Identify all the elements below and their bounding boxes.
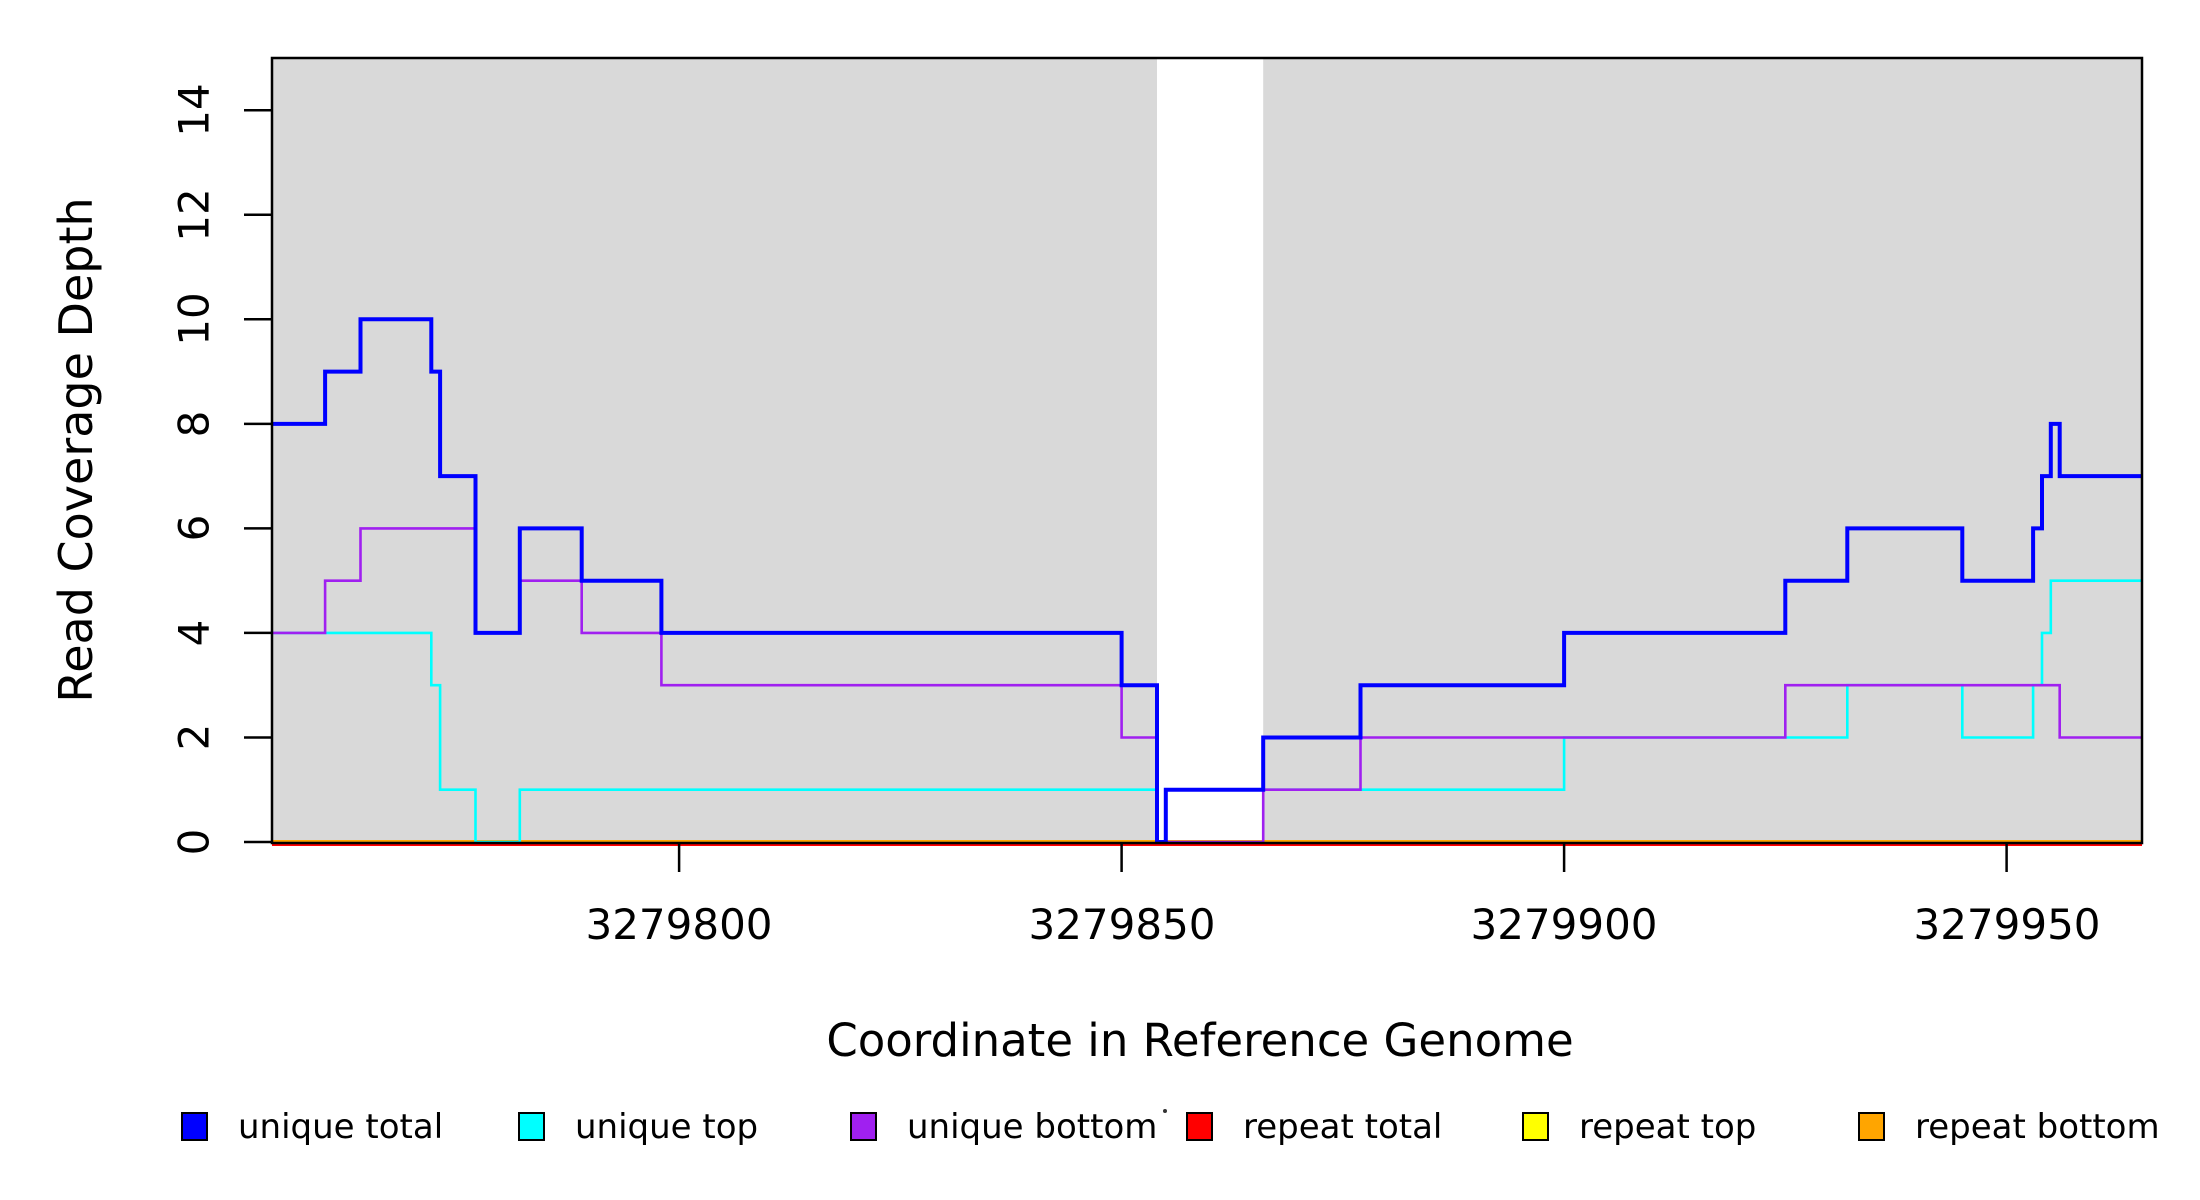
y-tick-label: 8 xyxy=(169,410,219,438)
x-axis-title: Coordinate in Reference Genome xyxy=(826,1014,1574,1067)
y-tick-label: 14 xyxy=(169,83,219,137)
region-shaded-left xyxy=(272,58,1157,843)
series-line-unique-bottom xyxy=(272,527,2142,844)
series-line-unique-total xyxy=(272,317,2142,844)
y-tick-label: 0 xyxy=(169,828,219,856)
x-tick-label: 3279850 xyxy=(1028,900,1216,949)
y-tick-label: 12 xyxy=(169,188,219,242)
x-tick-label: 3279950 xyxy=(1913,900,2101,949)
region-shaded-right xyxy=(1263,58,2142,843)
y-tick-label: 4 xyxy=(169,619,219,647)
y-tick-label: 6 xyxy=(169,514,219,542)
y-tick-label: 10 xyxy=(169,292,219,346)
region-white-gap xyxy=(1157,58,1264,843)
stray-dot-artifact xyxy=(1163,1109,1167,1113)
x-tick-label: 3279900 xyxy=(1470,900,1658,949)
y-axis-title: Read Coverage Depth xyxy=(49,197,103,703)
x-tick-label: 3279800 xyxy=(585,900,773,949)
y-tick-label: 2 xyxy=(169,723,219,751)
plot-border xyxy=(270,56,2144,845)
